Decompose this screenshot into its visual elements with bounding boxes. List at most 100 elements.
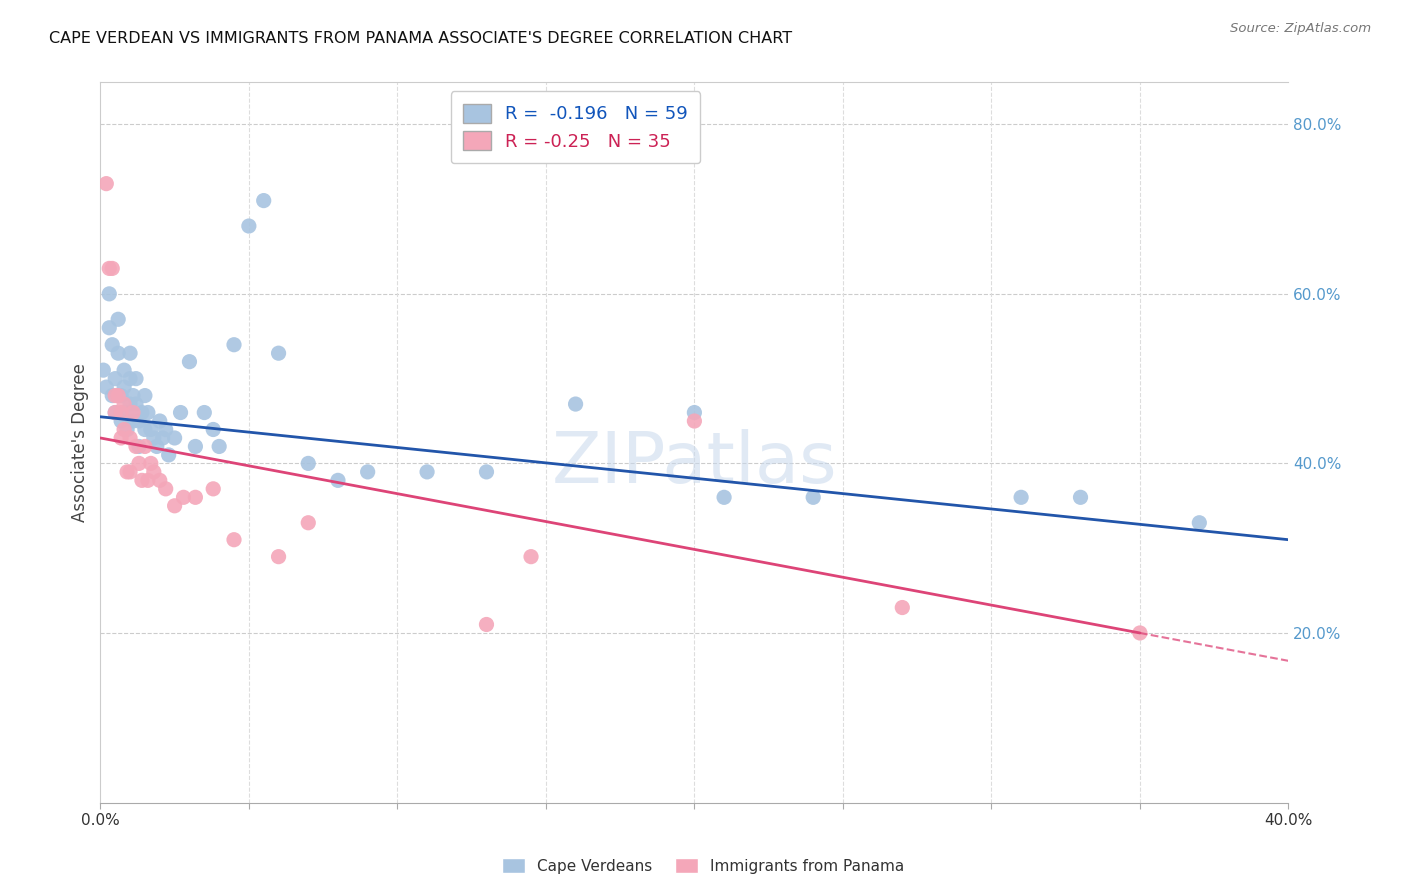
Point (564, 397, 586, 411)
Point (104, 405, 127, 419)
Point (122, 414, 145, 428)
Point (101, 261, 124, 276)
Point (222, 533, 245, 547)
Point (208, 440, 231, 454)
Point (134, 440, 156, 454)
Point (96, 380, 118, 394)
Point (110, 405, 132, 419)
Point (891, 600, 914, 615)
Point (101, 337, 124, 351)
Point (520, 549, 543, 564)
Text: CAPE VERDEAN VS IMMIGRANTS FROM PANAMA ASSOCIATE'S DEGREE CORRELATION CHART: CAPE VERDEAN VS IMMIGRANTS FROM PANAMA A… (49, 31, 793, 46)
Point (122, 388, 145, 402)
Point (112, 422, 135, 436)
Point (713, 491, 735, 505)
Point (107, 346, 129, 360)
Point (157, 448, 180, 462)
Point (134, 388, 156, 402)
Text: Source: ZipAtlas.com: Source: ZipAtlas.com (1230, 22, 1371, 36)
Point (142, 465, 165, 479)
Point (184, 491, 207, 505)
Point (356, 465, 378, 479)
Point (179, 354, 201, 368)
Point (1129, 626, 1152, 640)
Point (125, 371, 148, 385)
Point (155, 422, 177, 436)
Point (475, 617, 498, 632)
Point (155, 482, 177, 496)
Point (104, 371, 127, 385)
Point (163, 431, 186, 445)
Point (193, 405, 215, 419)
Point (112, 380, 135, 394)
Point (98, 286, 121, 301)
Point (110, 388, 132, 402)
Point (297, 457, 319, 471)
Point (115, 465, 138, 479)
Point (91, 363, 114, 377)
Point (152, 431, 174, 445)
Point (163, 499, 186, 513)
Point (475, 465, 498, 479)
Point (202, 422, 225, 436)
Point (184, 440, 207, 454)
Point (128, 457, 150, 471)
Point (136, 474, 159, 488)
Point (118, 397, 141, 411)
Point (104, 388, 127, 402)
Point (101, 388, 124, 402)
Point (96, 177, 118, 191)
Point (222, 337, 245, 351)
Point (134, 422, 156, 436)
Y-axis label: Associate's Degree: Associate's Degree (72, 363, 89, 522)
Point (131, 474, 153, 488)
Point (112, 397, 135, 411)
Point (683, 405, 706, 419)
Point (146, 440, 169, 454)
Point (253, 194, 276, 208)
Point (98, 320, 121, 334)
Point (107, 312, 129, 326)
Point (139, 422, 162, 436)
Point (1070, 491, 1092, 505)
Point (136, 405, 159, 419)
Point (683, 414, 706, 428)
Point (107, 388, 129, 402)
Point (149, 414, 172, 428)
Point (122, 405, 145, 419)
Point (115, 405, 138, 419)
Point (801, 491, 824, 505)
Point (131, 405, 153, 419)
Point (128, 440, 150, 454)
Point (1188, 516, 1211, 530)
Point (115, 422, 138, 436)
Point (297, 516, 319, 530)
Point (118, 465, 141, 479)
Point (1010, 491, 1032, 505)
Point (238, 219, 260, 233)
Point (173, 491, 195, 505)
Point (104, 405, 127, 419)
Point (125, 397, 148, 411)
Point (267, 549, 290, 564)
Point (416, 465, 439, 479)
Point (118, 346, 141, 360)
Point (326, 474, 349, 488)
Point (202, 482, 225, 496)
Point (149, 474, 172, 488)
Text: ZIPatlas: ZIPatlas (551, 429, 837, 499)
Point (118, 371, 141, 385)
Point (139, 457, 162, 471)
Point (128, 414, 150, 428)
Point (142, 431, 165, 445)
Point (267, 346, 290, 360)
Legend: Cape Verdeans, Immigrants from Panama: Cape Verdeans, Immigrants from Panama (495, 852, 911, 880)
Point (118, 431, 141, 445)
Point (110, 431, 132, 445)
Point (125, 440, 148, 454)
Point (110, 414, 132, 428)
Legend: R =  -0.196   N = 59, R = -0.25   N = 35: R = -0.196 N = 59, R = -0.25 N = 35 (451, 91, 700, 163)
Point (98, 261, 121, 276)
Point (112, 363, 135, 377)
Point (169, 405, 191, 419)
